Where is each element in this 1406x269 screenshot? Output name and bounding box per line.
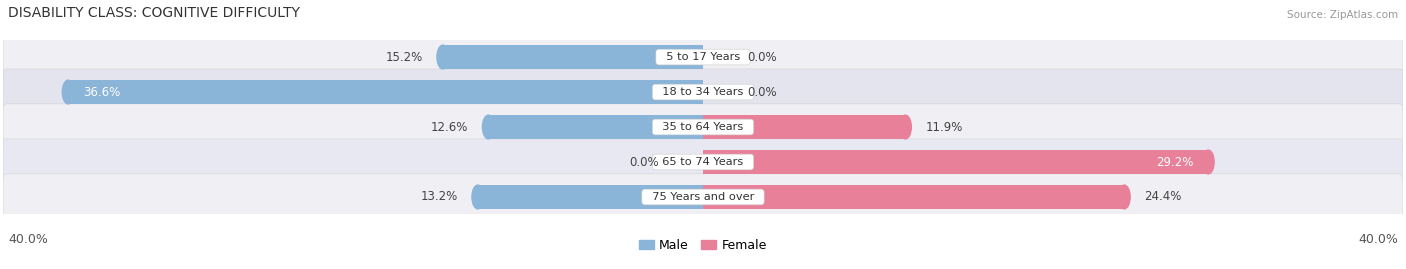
Text: 5 to 17 Years: 5 to 17 Years [659,52,747,62]
Text: 13.2%: 13.2% [420,190,458,203]
FancyBboxPatch shape [3,34,1403,80]
Text: 40.0%: 40.0% [8,233,48,246]
Text: 18 to 34 Years: 18 to 34 Years [655,87,751,97]
FancyBboxPatch shape [3,174,1403,220]
Bar [703,115,709,139]
Circle shape [482,115,495,139]
Text: 29.2%: 29.2% [1156,155,1194,168]
Bar [703,150,709,174]
Text: 75 Years and over: 75 Years and over [645,192,761,202]
Bar [443,45,703,69]
FancyBboxPatch shape [3,69,1403,115]
Text: 36.6%: 36.6% [83,86,121,98]
FancyBboxPatch shape [3,104,1403,150]
Text: 12.6%: 12.6% [432,121,468,133]
Bar [488,115,703,139]
Circle shape [472,185,484,209]
Text: 15.2%: 15.2% [385,51,423,63]
Text: 0.0%: 0.0% [630,155,659,168]
Text: 24.4%: 24.4% [1144,190,1181,203]
Text: 0.0%: 0.0% [747,86,776,98]
Bar [697,80,703,104]
Bar [478,185,703,209]
Circle shape [1202,150,1215,174]
Text: DISABILITY CLASS: COGNITIVE DIFFICULTY: DISABILITY CLASS: COGNITIVE DIFFICULTY [8,6,299,20]
FancyBboxPatch shape [3,139,1403,185]
Legend: Male, Female: Male, Female [634,234,772,257]
Text: 40.0%: 40.0% [1358,233,1398,246]
Text: 35 to 64 Years: 35 to 64 Years [655,122,751,132]
Circle shape [900,115,911,139]
Text: 0.0%: 0.0% [747,51,776,63]
Bar [703,185,709,209]
Bar [69,80,703,104]
Text: 65 to 74 Years: 65 to 74 Years [655,157,751,167]
Circle shape [1118,185,1130,209]
Bar [697,185,703,209]
Bar [703,115,905,139]
Bar [697,115,703,139]
Bar [703,185,1125,209]
Circle shape [62,80,75,104]
Text: Source: ZipAtlas.com: Source: ZipAtlas.com [1286,10,1398,20]
Bar [697,45,703,69]
Text: 11.9%: 11.9% [925,121,963,133]
Circle shape [437,45,449,69]
Bar [703,150,1208,174]
